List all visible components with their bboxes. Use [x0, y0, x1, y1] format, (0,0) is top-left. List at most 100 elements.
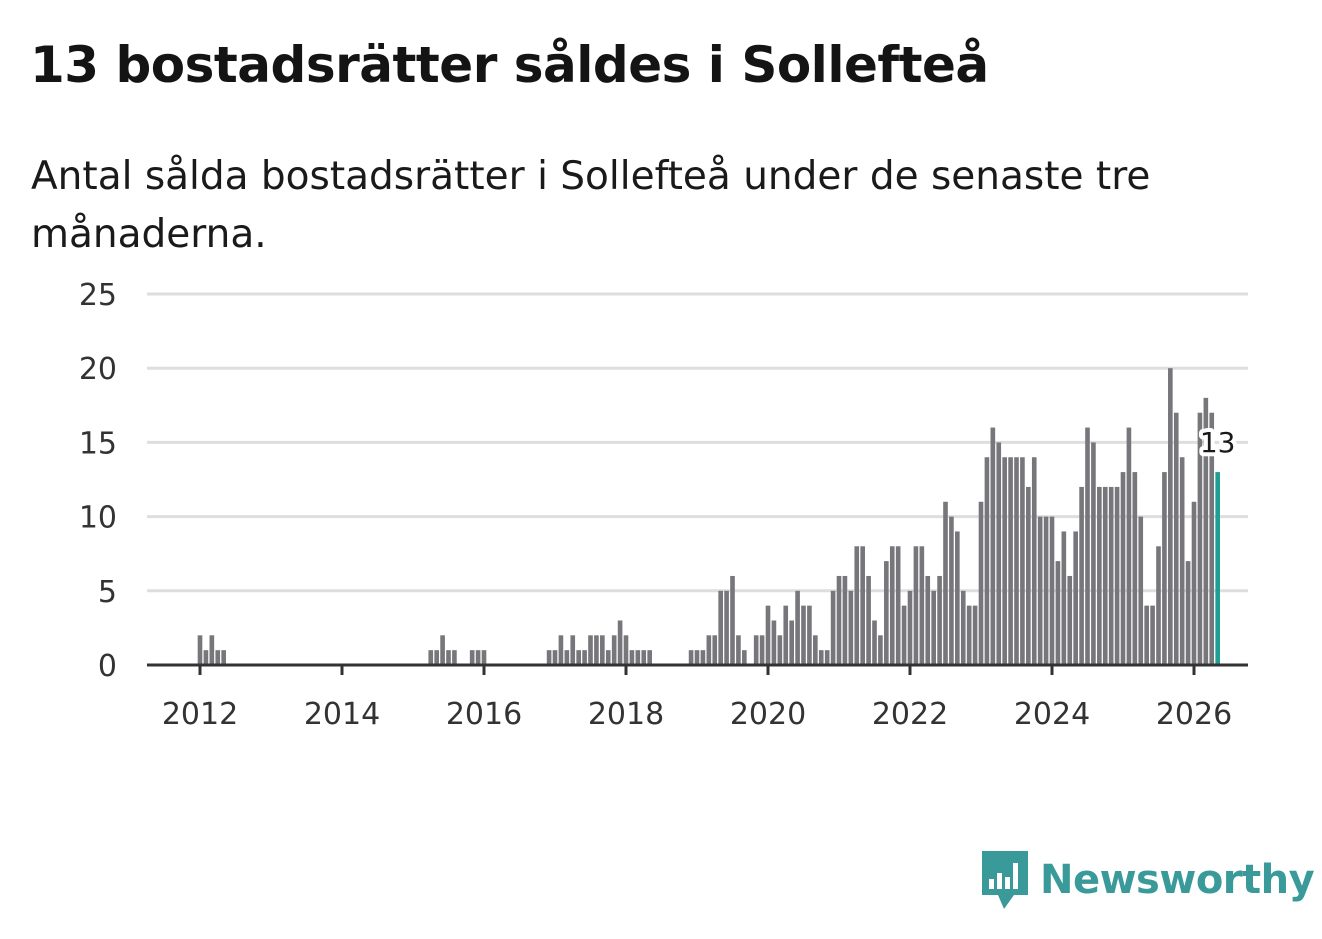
- bar: [588, 635, 593, 665]
- chart-title: 13 bostadsrätter såldes i Sollefteå: [30, 36, 989, 94]
- bar: [978, 501, 984, 665]
- bars: [197, 368, 1220, 665]
- bar: [647, 650, 652, 665]
- bar: [895, 546, 901, 665]
- bar: [1168, 368, 1173, 665]
- bar: [937, 575, 942, 665]
- x-tick-label-2018: 2018: [588, 697, 664, 732]
- bar: [1179, 457, 1185, 665]
- bar: [830, 590, 836, 665]
- bar: [1031, 457, 1037, 665]
- bar: [1132, 472, 1138, 665]
- bar: [1055, 561, 1061, 665]
- bar: [753, 635, 759, 665]
- bar: [221, 650, 226, 665]
- y-tick-label-5: 5: [98, 575, 117, 610]
- bar: [694, 650, 700, 665]
- x-tick-label-2026: 2026: [1156, 697, 1232, 732]
- bar: [718, 590, 723, 665]
- bar: [688, 650, 694, 665]
- bar: [1061, 531, 1067, 665]
- bar: [972, 605, 978, 665]
- bar: [481, 650, 487, 665]
- bar: [872, 620, 877, 665]
- bar: [712, 635, 718, 665]
- x-tick-label-2014: 2014: [304, 697, 380, 732]
- bar: [1073, 531, 1078, 665]
- bar: [576, 650, 581, 665]
- bar: [1026, 486, 1031, 665]
- bar: [635, 650, 641, 665]
- bar: [564, 650, 570, 665]
- bar: [1197, 412, 1203, 665]
- bar: [446, 650, 451, 665]
- x-axis: [147, 663, 1248, 675]
- bar: [925, 575, 931, 665]
- bar: [907, 590, 913, 665]
- bar: [1203, 397, 1209, 665]
- bar: [807, 605, 812, 665]
- bar: [730, 575, 735, 665]
- bar: [428, 650, 434, 665]
- bar: [1079, 486, 1084, 665]
- bar: [600, 635, 605, 665]
- bar: [842, 575, 848, 665]
- bar: [700, 650, 706, 665]
- bar: [1008, 457, 1013, 665]
- bar: [966, 605, 972, 665]
- bar: [1144, 605, 1149, 665]
- bar: [1049, 516, 1055, 665]
- bar: [434, 650, 439, 665]
- bar: [623, 635, 629, 665]
- bar: [801, 605, 806, 665]
- bar: [889, 546, 895, 665]
- y-axis-labels: 0 5 10 15 20 25: [79, 278, 117, 684]
- bar: [1162, 472, 1167, 665]
- bar: [552, 650, 558, 665]
- bar: [1114, 486, 1120, 665]
- y-tick-label-15: 15: [79, 426, 117, 461]
- bar: [594, 635, 599, 665]
- bar: [1085, 427, 1090, 665]
- bar: [558, 635, 564, 665]
- bar: [1173, 412, 1179, 665]
- last-value-annotation: 13: [1196, 422, 1240, 463]
- bar: [582, 650, 587, 665]
- bar: [943, 501, 948, 665]
- bar: [901, 605, 907, 665]
- x-tick-label-2024: 2024: [1014, 697, 1090, 732]
- bar: [1020, 457, 1025, 665]
- bar: [984, 457, 990, 665]
- bar: [1126, 427, 1132, 665]
- x-tick-label-2020: 2020: [730, 697, 806, 732]
- bar: [452, 650, 457, 665]
- bar: [866, 575, 871, 665]
- bar: [1043, 516, 1049, 665]
- bar: [546, 650, 552, 665]
- bar: [209, 635, 215, 665]
- y-tick-label-10: 10: [79, 501, 117, 536]
- bar: [1185, 561, 1191, 665]
- bar: [824, 650, 830, 665]
- bar: [1120, 472, 1126, 665]
- x-tick-label-2012: 2012: [162, 697, 238, 732]
- bar: [848, 590, 854, 665]
- y-tick-label-25: 25: [79, 278, 117, 313]
- bar: [860, 546, 865, 665]
- bar: [611, 635, 617, 665]
- bar: [813, 635, 818, 665]
- bar: [1138, 516, 1144, 665]
- bar: [1014, 457, 1019, 665]
- bar: [724, 590, 729, 665]
- bar-latest: [1215, 472, 1220, 665]
- bar: [759, 635, 765, 665]
- bar: [1097, 486, 1102, 665]
- x-tick-label-2022: 2022: [872, 697, 948, 732]
- bar: [440, 635, 445, 665]
- x-tick-label-2016: 2016: [446, 697, 522, 732]
- bar: [960, 590, 966, 665]
- bar: [789, 620, 794, 665]
- bar: [215, 650, 221, 665]
- bar: [736, 635, 741, 665]
